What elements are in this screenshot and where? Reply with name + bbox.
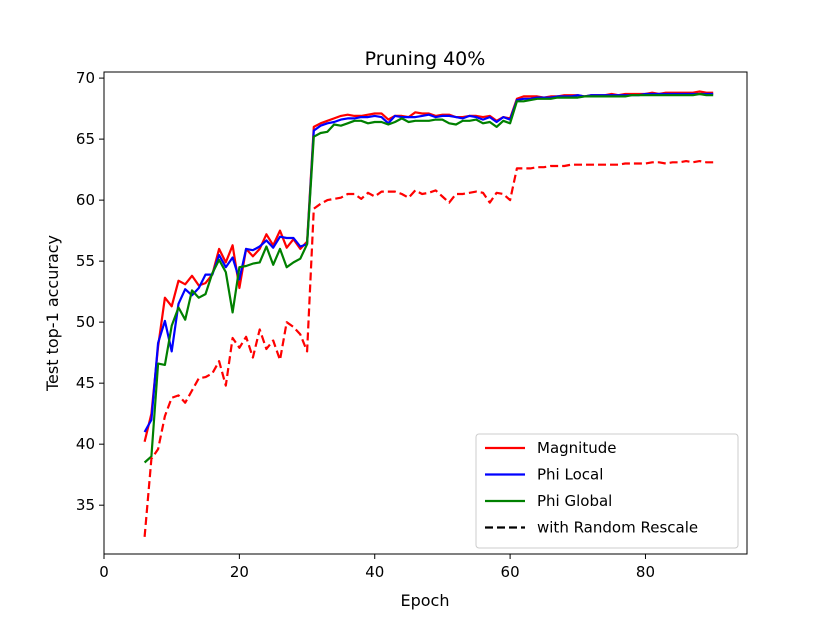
chart-title: Pruning 40% xyxy=(365,48,486,70)
y-tick-label: 70 xyxy=(76,69,95,87)
series-line-3 xyxy=(143,160,714,537)
legend-label: Phi Local xyxy=(537,466,603,484)
legend-box xyxy=(475,433,739,549)
x-tick-label: 80 xyxy=(636,563,655,581)
y-tick-label: 50 xyxy=(76,313,95,331)
series-line-1 xyxy=(143,92,714,433)
legend-label: Phi Global xyxy=(537,492,612,510)
y-axis-ticks: 35 40 45 50 55 60 65 70 xyxy=(76,69,104,514)
x-tick-label: 0 xyxy=(99,563,109,581)
legend: Magnitude Phi Local Phi Global with Random … xyxy=(475,433,739,549)
x-tick-label: 20 xyxy=(230,563,249,581)
y-tick-label: 60 xyxy=(76,191,95,209)
legend-label: with Random Rescale xyxy=(537,519,698,537)
y-tick-label: 65 xyxy=(76,130,95,148)
plot-lines xyxy=(143,90,714,537)
x-tick-label: 60 xyxy=(501,563,520,581)
y-axis-label: Test top-1 accuracy xyxy=(43,235,62,392)
x-axis-ticks: 0 20 40 60 80 xyxy=(99,554,655,581)
series-line-0 xyxy=(143,90,714,442)
series-line-2 xyxy=(143,92,714,464)
x-axis-label: Epoch xyxy=(401,591,450,610)
y-tick-label: 55 xyxy=(76,252,95,270)
y-tick-label: 45 xyxy=(76,374,95,392)
y-tick-label: 35 xyxy=(76,496,95,514)
plot-frame xyxy=(103,71,748,555)
y-tick-label: 40 xyxy=(76,435,95,453)
x-tick-label: 40 xyxy=(365,563,384,581)
legend-label: Magnitude xyxy=(537,439,616,457)
